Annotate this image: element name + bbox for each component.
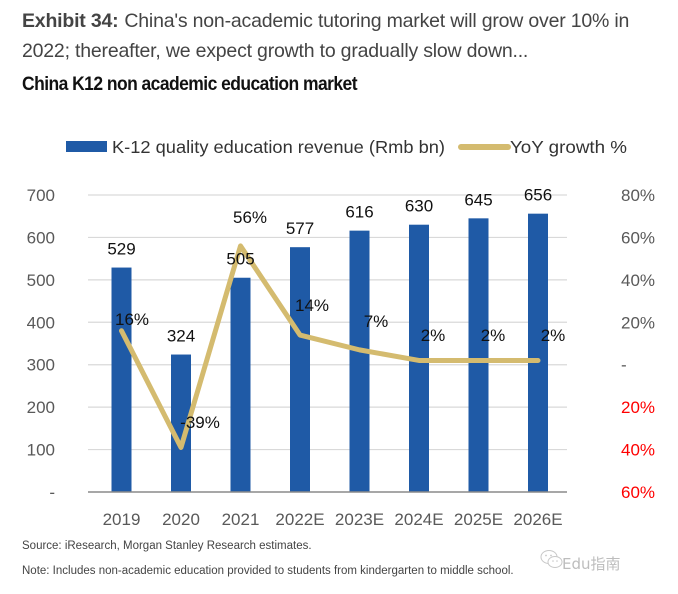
bar-value-label: 630 bbox=[405, 197, 433, 216]
exhibit-text: China's non-academic tutoring market wil… bbox=[22, 10, 630, 62]
right-tick-label: 20% bbox=[621, 313, 655, 332]
growth-value-label: 2% bbox=[421, 326, 446, 345]
left-tick-label: 600 bbox=[27, 228, 55, 247]
legend-label-line: YoY growth % bbox=[510, 137, 627, 157]
right-tick-label: 60% bbox=[621, 228, 655, 247]
x-axis: 2019 2020 2021 2022E 2023E 2024E 2025E 2026E bbox=[103, 510, 563, 529]
bar bbox=[171, 354, 191, 492]
watermark-text: Edu指南 bbox=[562, 555, 621, 573]
bar bbox=[528, 213, 548, 492]
chart-subtitle: China K12 non academic education market bbox=[22, 74, 358, 95]
bar-labels: 529 324 505 577 616 630 645 656 bbox=[107, 186, 552, 346]
x-tick-label: 2023E bbox=[335, 510, 384, 529]
growth-value-label: 7% bbox=[364, 312, 389, 331]
bar-value-label: 577 bbox=[286, 219, 314, 238]
left-tick-label: 300 bbox=[27, 356, 55, 375]
right-tick-label: 60% bbox=[621, 483, 655, 502]
bars bbox=[111, 213, 548, 493]
left-tick-label: 100 bbox=[27, 441, 55, 460]
growth-line bbox=[119, 243, 541, 450]
growth-value-label: 2% bbox=[541, 326, 566, 345]
exhibit-caption: Exhibit 34: China's non-academic tutoring… bbox=[22, 6, 672, 66]
left-tick-label: - bbox=[49, 483, 55, 502]
x-tick-label: 2025E bbox=[454, 510, 503, 529]
exhibit-label: Exhibit 34: bbox=[22, 10, 119, 32]
x-tick-label: 2020 bbox=[162, 510, 200, 529]
growth-value-label: 14% bbox=[295, 296, 329, 315]
bar-value-label: 529 bbox=[107, 240, 135, 259]
left-tick-label: 500 bbox=[27, 271, 55, 290]
legend-swatch-bar bbox=[66, 141, 107, 152]
source-note: Source: iResearch, Morgan Stanley Resear… bbox=[22, 540, 312, 552]
growth-value-label: 2% bbox=[481, 326, 506, 345]
growth-labels: 16% -39% 56% 14% 7% 2% 2% 2% bbox=[115, 208, 565, 432]
right-tick-label: 40% bbox=[621, 441, 655, 460]
growth-line-path bbox=[119, 243, 541, 450]
growth-value-label: -39% bbox=[180, 413, 220, 432]
bar-value-label: 324 bbox=[167, 327, 195, 346]
left-axis: - 100 200 300 400 500 600 700 bbox=[27, 186, 55, 502]
wechat-icon bbox=[540, 550, 563, 568]
bar-value-label: 616 bbox=[345, 203, 373, 222]
growth-value-label: 56% bbox=[233, 208, 267, 227]
x-tick-label: 2026E bbox=[513, 510, 562, 529]
footnote: Note: Includes non-academic education pr… bbox=[22, 565, 514, 577]
x-tick-label: 2021 bbox=[222, 510, 260, 529]
right-tick-label: 20% bbox=[621, 398, 655, 417]
x-tick-label: 2019 bbox=[103, 510, 141, 529]
growth-value-label: 16% bbox=[115, 310, 149, 329]
legend: K-12 quality education revenue (Rmb bn) … bbox=[66, 137, 627, 157]
right-tick-label: 80% bbox=[621, 186, 655, 205]
bar bbox=[349, 230, 370, 492]
bar bbox=[468, 218, 489, 493]
bar-value-label: 505 bbox=[226, 250, 254, 269]
right-tick-label: 40% bbox=[621, 271, 655, 290]
bar-value-label: 656 bbox=[524, 186, 552, 205]
legend-label-bar: K-12 quality education revenue (Rmb bn) bbox=[112, 137, 445, 157]
bar bbox=[111, 267, 132, 492]
right-axis: 80% 60% 40% 20% - 20% 40% 60% bbox=[621, 186, 655, 502]
bar bbox=[290, 247, 310, 492]
x-tick-label: 2024E bbox=[394, 510, 443, 529]
left-tick-label: 400 bbox=[27, 313, 55, 332]
x-tick-label: 2022E bbox=[275, 510, 324, 529]
left-tick-label: 200 bbox=[27, 398, 55, 417]
bar-value-label: 645 bbox=[464, 190, 492, 209]
left-tick-label: 700 bbox=[27, 186, 55, 205]
right-tick-label: - bbox=[621, 356, 627, 375]
bar bbox=[230, 277, 251, 492]
